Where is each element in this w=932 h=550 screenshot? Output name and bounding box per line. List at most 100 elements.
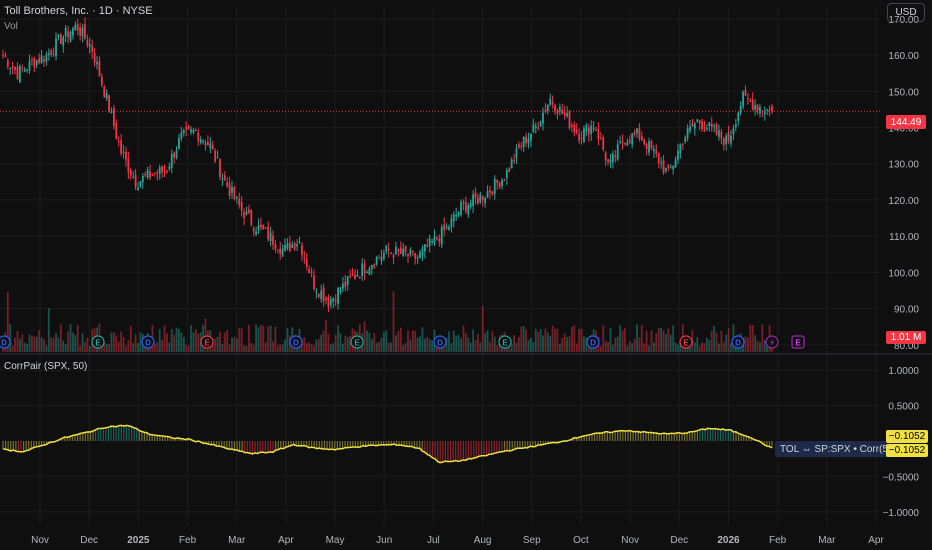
- volume-bar: [11, 345, 14, 352]
- candle-body: [744, 89, 747, 96]
- candle-body: [660, 162, 663, 164]
- candle-body: [339, 290, 342, 292]
- candle-body: [346, 276, 349, 285]
- candle-body: [640, 136, 643, 141]
- volume-bar: [47, 308, 50, 352]
- candle-body: [9, 67, 12, 69]
- candle-body: [115, 123, 118, 139]
- volume-bar: [334, 335, 337, 352]
- price-tick-label: 120.00: [888, 196, 919, 207]
- volume-bar: [479, 342, 482, 352]
- candle-body: [556, 110, 559, 114]
- volume-bar: [43, 338, 45, 352]
- volume-bar: [168, 342, 171, 352]
- candle-body: [385, 245, 388, 252]
- candle-body: [146, 169, 149, 178]
- candle-body: [296, 244, 299, 247]
- candle-body: [440, 226, 443, 245]
- volume-bar: [558, 343, 561, 352]
- candle-body: [132, 176, 135, 178]
- event-markers[interactable]: D E D E D E D E D E D ⚡ E: [0, 335, 805, 349]
- volume-bar: [204, 318, 207, 352]
- candle-body: [137, 187, 139, 190]
- volume-bar: [621, 330, 624, 352]
- volume-bar: [387, 342, 390, 352]
- candle-body: [585, 124, 588, 132]
- volume-bar: [527, 340, 530, 352]
- volume-bar: [513, 335, 515, 352]
- price-axis[interactable]: 170.00160.00150.00140.00130.00120.00110.…: [888, 15, 919, 352]
- candle-body: [727, 131, 730, 142]
- volume-bar: [452, 330, 455, 352]
- candle-body: [378, 257, 380, 259]
- candle-body: [4, 55, 7, 58]
- candle-body: [284, 245, 286, 251]
- candle-body: [696, 119, 699, 122]
- candle-body: [382, 252, 385, 259]
- candle-body: [31, 59, 33, 61]
- candle-body: [558, 106, 561, 112]
- candle-body: [368, 268, 371, 275]
- volume-bar: [532, 341, 535, 352]
- candle-body: [81, 27, 84, 37]
- volume-bar: [178, 328, 180, 352]
- volume-bar: [493, 336, 496, 352]
- price-tick-label: 80.00: [894, 341, 919, 352]
- volume-bar: [638, 337, 641, 352]
- candle-body: [245, 211, 248, 215]
- volume-bar: [317, 339, 320, 352]
- volume-bar: [730, 343, 732, 352]
- candle-body: [626, 141, 629, 146]
- candle-body: [269, 232, 272, 242]
- volume-bar: [257, 327, 260, 352]
- volume-bar: [445, 338, 448, 352]
- candle-body: [438, 238, 441, 243]
- symbol-title[interactable]: Toll Brothers, Inc. · 1D · NYSE: [4, 5, 153, 17]
- candle-body: [602, 137, 605, 150]
- candle-body: [751, 99, 754, 111]
- candle-body: [496, 179, 499, 183]
- time-tick-label: Mar: [228, 535, 246, 546]
- volume-bar: [491, 330, 494, 352]
- time-axis[interactable]: Nov Dec 2025 Feb Mar Apr May Jun Jul Aug Sep Oct Nov…: [31, 535, 884, 546]
- candle-body: [614, 155, 617, 158]
- candle-body: [510, 159, 513, 169]
- candle-body: [190, 129, 192, 133]
- volume-bar: [472, 329, 474, 352]
- candle-body: [231, 187, 233, 193]
- volume-bar: [766, 342, 769, 352]
- volume-bar: [125, 345, 127, 352]
- candle-body: [628, 140, 631, 143]
- candle-body: [710, 123, 713, 127]
- candle-body: [431, 241, 433, 243]
- volume-bar: [272, 341, 274, 352]
- candle-body: [151, 174, 154, 176]
- candle-body: [691, 123, 694, 127]
- candle-body: [665, 167, 667, 171]
- volume-bar: [84, 342, 86, 352]
- candle-body: [633, 132, 636, 135]
- volume-bar: [672, 325, 675, 352]
- candle-body: [715, 124, 718, 135]
- candle-body: [580, 137, 583, 139]
- event-marker-label: D: [1, 339, 7, 348]
- candle-body: [631, 133, 634, 145]
- volume-bar: [515, 342, 518, 352]
- candle-body: [6, 60, 9, 67]
- candle-body: [158, 167, 161, 174]
- candle-body: [149, 171, 151, 178]
- indicator-label[interactable]: CorrPair (SPX, 50): [4, 361, 88, 372]
- volume-bar: [216, 336, 219, 352]
- candle-body: [621, 141, 624, 143]
- volume-bar: [329, 344, 332, 352]
- last-volume-badge: 1.01 M: [886, 331, 926, 344]
- volume-bar: [6, 291, 9, 352]
- candle-body: [301, 244, 303, 256]
- candle-body: [436, 237, 438, 240]
- candle-body: [52, 53, 55, 55]
- currency-button[interactable]: USD: [887, 3, 925, 22]
- candle-body: [358, 276, 361, 278]
- indicator-axis[interactable]: 1.0000 0.5000 −0.5000 −1.0000: [883, 366, 920, 519]
- volume-legend[interactable]: Vol: [4, 21, 18, 32]
